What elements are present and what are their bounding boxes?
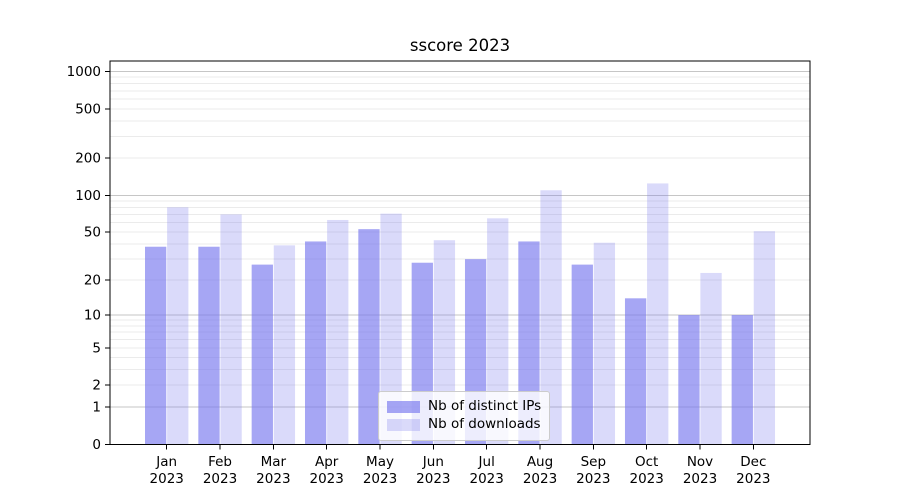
x-tick-label-month: Dec [740, 454, 766, 470]
legend-label-distinct-ips: Nb of distinct IPs [428, 398, 542, 414]
legend-swatch-distinct-ips [387, 400, 420, 413]
x-tick-label-month: Aug [527, 454, 553, 470]
bar-nb-of-downloads-Jul [487, 218, 509, 445]
x-tick-label-month: Mar [261, 454, 287, 470]
legend-swatch-downloads [387, 418, 420, 431]
x-tick-label-year: 2023 [683, 471, 717, 487]
y-tick-label: 50 [84, 225, 101, 241]
bar-nb-of-downloads-Dec [753, 231, 776, 445]
bar-nb-of-distinct-ips-Oct [624, 298, 647, 445]
bar-nb-of-downloads-Nov [700, 272, 722, 445]
legend-label-downloads: Nb of downloads [428, 416, 541, 432]
x-tick-label-year: 2023 [416, 471, 450, 487]
bar-nb-of-downloads-Apr [327, 219, 349, 445]
bar-nb-of-distinct-ips-Nov [678, 315, 700, 445]
y-tick-label: 20 [84, 273, 101, 289]
bar-nb-of-downloads-Jan [167, 207, 189, 445]
x-tick-label-year: 2023 [470, 471, 504, 487]
y-tick-label: 5 [92, 340, 101, 356]
x-tick-label-month: Feb [208, 454, 232, 470]
chart-title: sscore 2023 [409, 36, 511, 55]
x-tick-label-year: 2023 [629, 471, 663, 487]
legend-item-distinct-ips: Nb of distinct IPs [387, 398, 541, 415]
x-tick-label-month: Nov [687, 454, 713, 470]
x-tick-label-year: 2023 [310, 471, 344, 487]
bar-nb-of-distinct-ips-Jan [145, 246, 167, 445]
x-tick-label-month: May [366, 454, 394, 470]
x-tick-label-year: 2023 [150, 471, 184, 487]
x-tick-label-year: 2023 [576, 471, 610, 487]
x-tick-label-year: 2023 [203, 471, 237, 487]
y-tick-label: 10 [84, 308, 101, 324]
x-tick-label-year: 2023 [363, 471, 397, 487]
x-tick-label-month: Jul [478, 454, 495, 470]
bar-nb-of-downloads-Sep [593, 242, 616, 445]
x-tick-label-month: Jun [422, 454, 444, 470]
x-tick-label-month: Jan [155, 454, 177, 470]
bar-nb-of-distinct-ips-Apr [304, 241, 327, 445]
y-tick-label: 100 [75, 188, 101, 204]
bar-nb-of-distinct-ips-May [358, 229, 380, 445]
y-tick-label: 0 [92, 437, 101, 453]
bar-nb-of-downloads-Feb [220, 214, 242, 445]
bar-nb-of-downloads-May [380, 213, 402, 445]
bar-nb-of-downloads-Aug [540, 190, 562, 445]
y-tick-label: 200 [75, 151, 101, 167]
legend: Nb of distinct IPs Nb of downloads [378, 391, 550, 441]
y-tick-label: 500 [75, 101, 101, 117]
bar-nb-of-downloads-Mar [273, 245, 296, 445]
bar-nb-of-distinct-ips-Feb [198, 246, 220, 445]
y-tick-label: 2 [92, 378, 101, 394]
x-tick-label-year: 2023 [736, 471, 770, 487]
legend-item-downloads: Nb of downloads [387, 416, 541, 433]
x-tick-label-year: 2023 [523, 471, 557, 487]
x-tick-label-month: Apr [315, 454, 339, 470]
bar-nb-of-distinct-ips-Sep [571, 264, 593, 445]
bar-nb-of-distinct-ips-Mar [251, 264, 273, 445]
x-tick-label-month: Sep [581, 454, 606, 470]
y-tick-label: 1000 [67, 64, 101, 80]
y-tick-label: 1 [92, 400, 101, 416]
bar-nb-of-downloads-Oct [647, 183, 669, 445]
bar-nb-of-distinct-ips-Dec [731, 315, 753, 445]
x-tick-label-year: 2023 [256, 471, 290, 487]
plot-frame [109, 60, 811, 445]
x-tick-label-month: Oct [635, 454, 658, 470]
